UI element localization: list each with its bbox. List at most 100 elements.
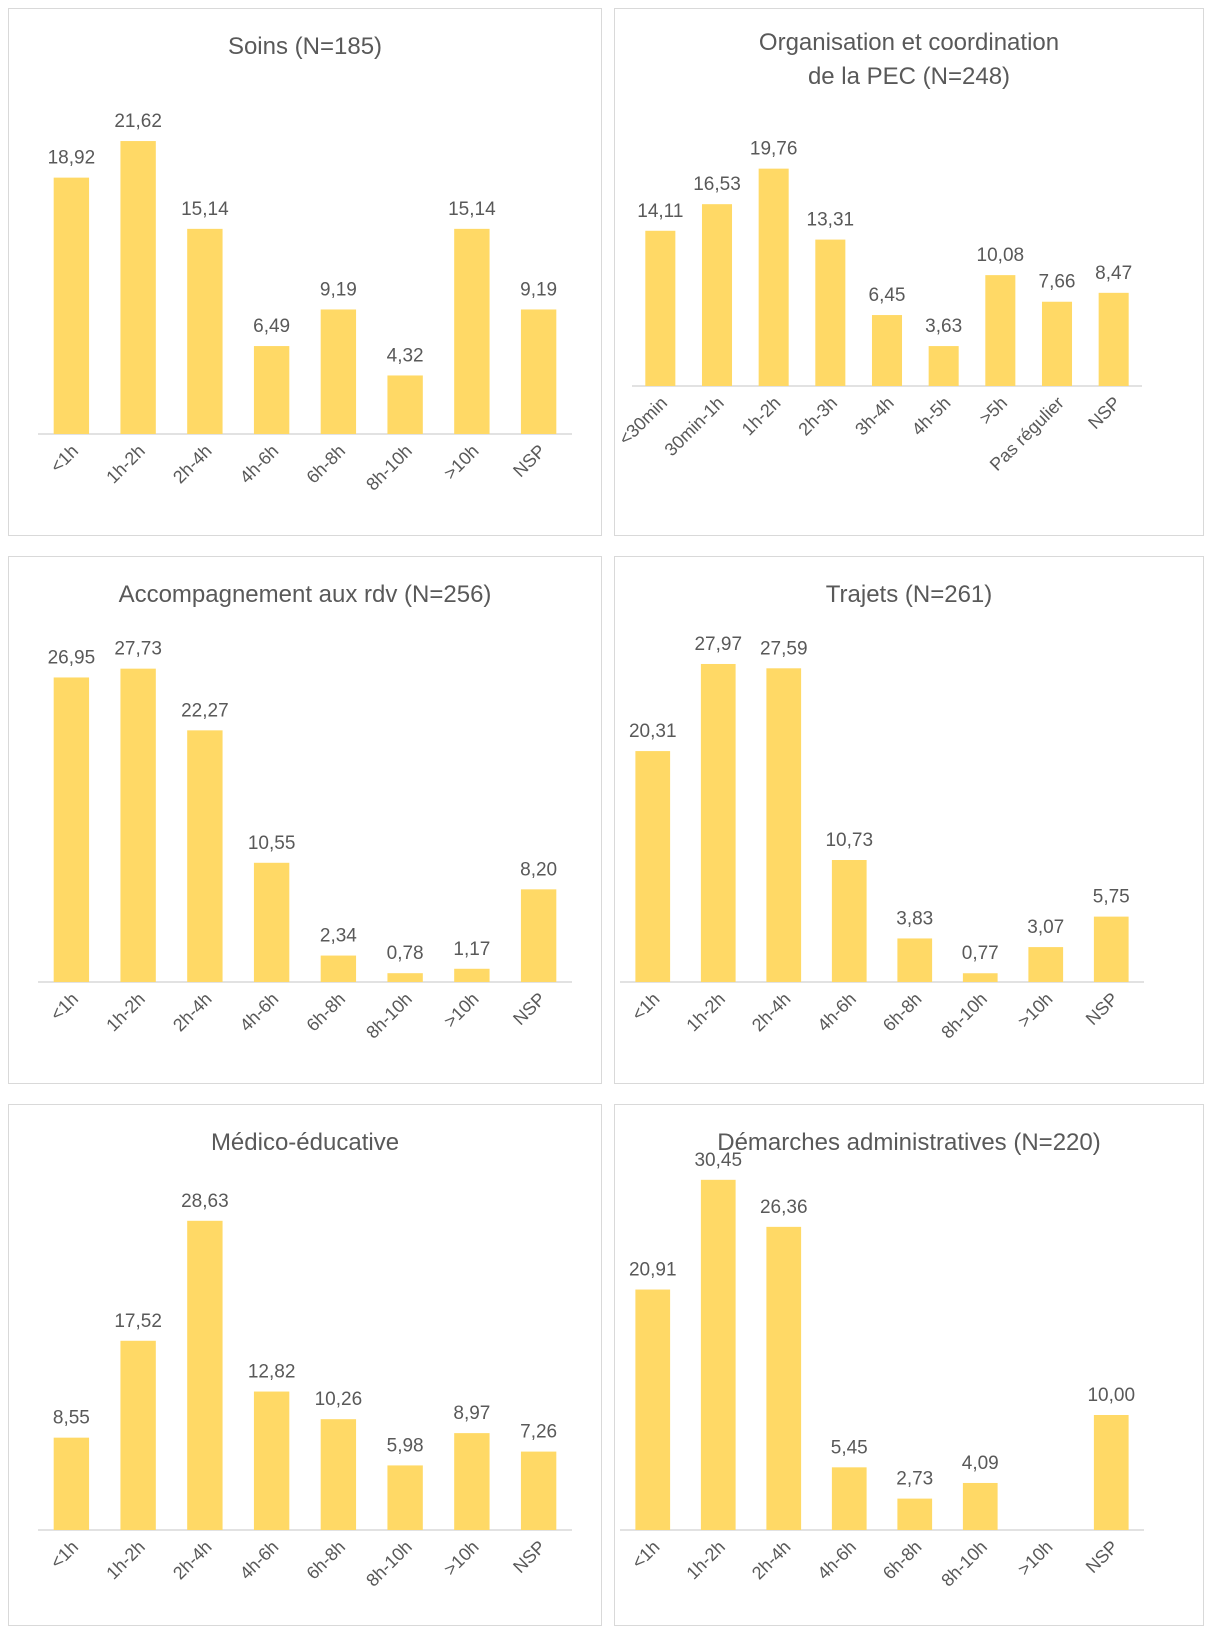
bar	[758, 168, 789, 386]
data-label: 19,76	[750, 139, 798, 160]
chart-title: Accompagnement aux rdv (N=256)	[119, 581, 492, 608]
x-tick-label: 1h-2h	[682, 989, 729, 1036]
data-label: 10,73	[825, 830, 873, 851]
bar	[387, 375, 423, 434]
bar	[766, 668, 802, 982]
chart-panel: Trajets (N=261) 20,31 <1h 27,97 1h-2h 27,59 2h…	[614, 556, 1204, 1084]
bar	[253, 1391, 290, 1530]
x-tick-label: NSP	[509, 989, 549, 1029]
panel-border	[614, 8, 1204, 536]
x-tick-label: 2h-3h	[794, 393, 841, 440]
chart-panel: Organisation et coordination de la PEC (N…	[614, 8, 1204, 536]
chart-panel: Accompagnement aux rdv (N=256) 26,95 <1h 27…	[8, 556, 602, 1084]
chart-title: Soins (N=185)	[228, 33, 382, 60]
bar	[454, 228, 490, 434]
x-tick-label: 8h-10h	[937, 989, 991, 1043]
bar	[120, 1340, 156, 1530]
data-label: 17,52	[114, 1311, 162, 1332]
x-tick-label: >10h	[440, 441, 483, 484]
bar	[815, 239, 846, 386]
bar	[520, 889, 557, 982]
data-label: 8,20	[520, 859, 557, 880]
bar	[454, 968, 490, 982]
data-label: 27,73	[114, 639, 162, 660]
data-label: 20,91	[629, 1260, 677, 1281]
data-label: 27,97	[694, 634, 742, 655]
x-tick-label: 6h-8h	[879, 1537, 926, 1584]
data-label: 26,36	[760, 1197, 808, 1218]
x-tick-label: <1h	[46, 441, 82, 477]
chart-title: Trajets (N=261)	[826, 581, 993, 608]
panel-border	[8, 556, 602, 1084]
data-label: 27,59	[760, 638, 808, 659]
data-label: 2,73	[896, 1469, 933, 1490]
data-label: 6,45	[869, 285, 906, 306]
bar	[700, 663, 736, 982]
x-tick-label: >10h	[440, 1537, 483, 1580]
data-label: 8,97	[453, 1403, 490, 1424]
bar	[320, 309, 357, 434]
bar	[320, 955, 357, 982]
data-label: 13,31	[807, 210, 855, 231]
x-tick-label: 1h-2h	[682, 1537, 729, 1584]
x-tick-label: 6h-8h	[303, 1537, 350, 1584]
x-tick-label: 1h-2h	[738, 393, 785, 440]
data-label: 5,75	[1093, 887, 1130, 908]
x-tick-label: 8h-10h	[362, 989, 416, 1043]
x-tick-label: 8h-10h	[362, 441, 416, 495]
data-label: 5,98	[387, 1435, 424, 1456]
chart-panel: Médico-éducative 8,55 <1h 17,52 1h-2h 28,63 2h…	[8, 1104, 602, 1626]
data-label: 9,19	[520, 279, 557, 300]
bar	[635, 1289, 671, 1530]
x-tick-label: 2h-4h	[169, 989, 216, 1036]
data-label: 20,31	[629, 721, 677, 742]
x-tick-label: >10h	[1014, 989, 1057, 1032]
data-label: 16,53	[693, 174, 741, 195]
panel-border	[614, 1104, 1204, 1626]
bar	[1098, 292, 1129, 386]
x-tick-label: >10h	[1014, 1537, 1057, 1580]
panel-border	[8, 8, 602, 536]
x-tick-label: <1h	[628, 1537, 664, 1573]
x-tick-label: 6h-8h	[879, 989, 926, 1036]
x-tick-label: NSP	[509, 1537, 549, 1577]
bar	[871, 315, 903, 386]
data-label: 4,32	[387, 345, 424, 366]
data-label: 10,55	[248, 833, 296, 854]
bar	[187, 730, 223, 982]
data-label: 0,78	[387, 943, 424, 964]
bar	[53, 677, 90, 982]
bar	[1041, 301, 1073, 386]
title-line: Organisation et coordination	[759, 29, 1059, 56]
data-label: 9,19	[320, 279, 357, 300]
x-tick-label: 2h-4h	[169, 441, 216, 488]
x-tick-label: 4h-6h	[813, 1537, 860, 1584]
bar	[831, 1467, 867, 1530]
bar	[387, 1465, 423, 1530]
bar	[897, 938, 933, 982]
data-label: 22,27	[181, 700, 229, 721]
bar	[320, 1419, 357, 1530]
bar	[701, 204, 733, 386]
data-label: 3,83	[896, 908, 933, 929]
x-tick-label: 30min-1h	[661, 393, 728, 460]
data-label: 3,07	[1027, 917, 1064, 938]
data-label: 14,11	[637, 201, 683, 222]
chart-panel: Démarches administratives (N=220) 20,91 <1…	[614, 1104, 1204, 1626]
bar	[520, 1451, 557, 1530]
bar	[831, 859, 867, 982]
data-label: 21,62	[114, 111, 162, 132]
bar	[120, 668, 156, 982]
bar	[253, 346, 290, 434]
x-tick-label: 8h-10h	[362, 1537, 416, 1591]
x-tick-label: 1h-2h	[102, 441, 149, 488]
data-label: 10,00	[1087, 1385, 1135, 1406]
x-tick-label: 2h-4h	[748, 989, 795, 1036]
bar	[897, 1498, 933, 1530]
x-tick-label: 8h-10h	[937, 1537, 991, 1591]
bar	[187, 1220, 223, 1530]
data-label: 10,26	[315, 1389, 363, 1410]
data-label: 2,34	[320, 926, 357, 947]
bar	[387, 973, 423, 982]
bar	[520, 309, 557, 434]
